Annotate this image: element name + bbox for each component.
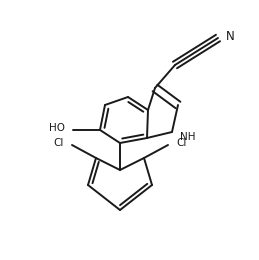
Text: HO: HO	[49, 123, 65, 133]
Text: N: N	[226, 29, 235, 42]
Text: Cl: Cl	[176, 138, 186, 148]
Text: Cl: Cl	[54, 138, 64, 148]
Text: NH: NH	[180, 132, 196, 142]
